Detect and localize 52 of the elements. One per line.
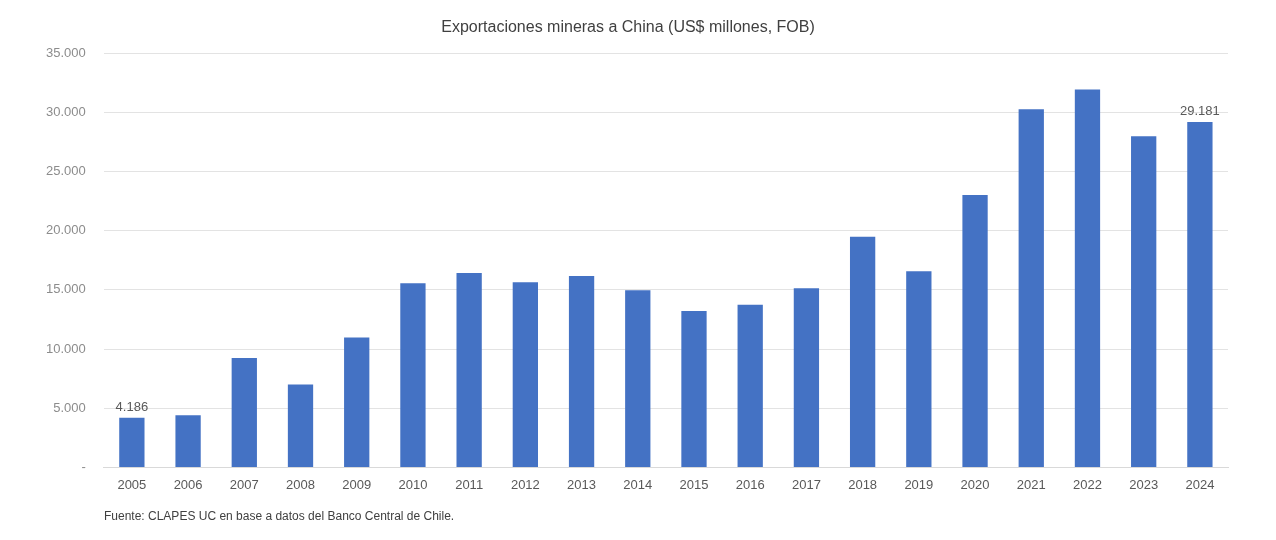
x-tick-label: 2015 (679, 476, 709, 492)
x-tick-label: 2022 (1073, 476, 1102, 492)
bar (568, 276, 595, 467)
bar (119, 417, 145, 467)
data-label: 4.186 (115, 398, 149, 414)
bar (849, 236, 876, 467)
x-tick-label: 2009 (342, 476, 372, 492)
bar (906, 271, 932, 467)
bar (231, 357, 257, 467)
bar (1018, 109, 1044, 467)
y-tick-label: 20.000 (46, 222, 86, 238)
bar (512, 282, 538, 467)
bar (1074, 89, 1101, 467)
bar (681, 311, 707, 467)
x-tick-label: 2010 (398, 476, 428, 492)
x-tick-label: 2005 (117, 476, 147, 492)
y-tick-label: 15.000 (46, 281, 86, 297)
x-tick-label: 2016 (735, 476, 765, 492)
bar (287, 384, 314, 467)
x-tick-label: 2012 (510, 476, 540, 492)
bar (1131, 136, 1157, 467)
chart-title: Exportaciones mineras a China (US$ millones, FOB) (441, 18, 815, 36)
x-tick-label: 2011 (455, 476, 484, 492)
x-tick-label: 2020 (960, 476, 990, 492)
bar (175, 415, 201, 467)
y-tick-label: 30.000 (46, 103, 86, 119)
bar (344, 337, 370, 467)
x-tick-label: 2017 (791, 476, 821, 492)
x-tick-label: 2024 (1185, 476, 1215, 492)
x-tick-label: 2006 (173, 476, 203, 492)
y-tick-label: 35.000 (46, 44, 86, 60)
x-tick-label: 2023 (1129, 476, 1159, 492)
x-tick-label: 2014 (623, 476, 653, 492)
x-tick-label: 2018 (848, 476, 878, 492)
bar (1187, 122, 1213, 467)
x-tick-label: 2019 (904, 476, 934, 492)
x-tick-label: 2007 (229, 476, 259, 492)
bar (962, 194, 988, 467)
x-tick-label: 2008 (286, 476, 315, 492)
x-tick-label: 2013 (567, 476, 597, 492)
y-tick-label: 25.000 (46, 163, 86, 179)
source-note: Fuente: CLAPES UC en base a datos del Banco Central de Chile. (104, 509, 456, 523)
bar (737, 304, 763, 467)
y-tick-label: 5.000 (53, 399, 86, 415)
bar (625, 290, 651, 467)
bar (456, 272, 482, 467)
bar (793, 288, 820, 467)
x-tick-label: 2021 (1016, 476, 1046, 492)
y-tick-label: 10.000 (46, 340, 86, 356)
y-tick-label: - (81, 458, 86, 474)
bar (400, 283, 426, 467)
data-label: 29.181 (1180, 103, 1220, 119)
